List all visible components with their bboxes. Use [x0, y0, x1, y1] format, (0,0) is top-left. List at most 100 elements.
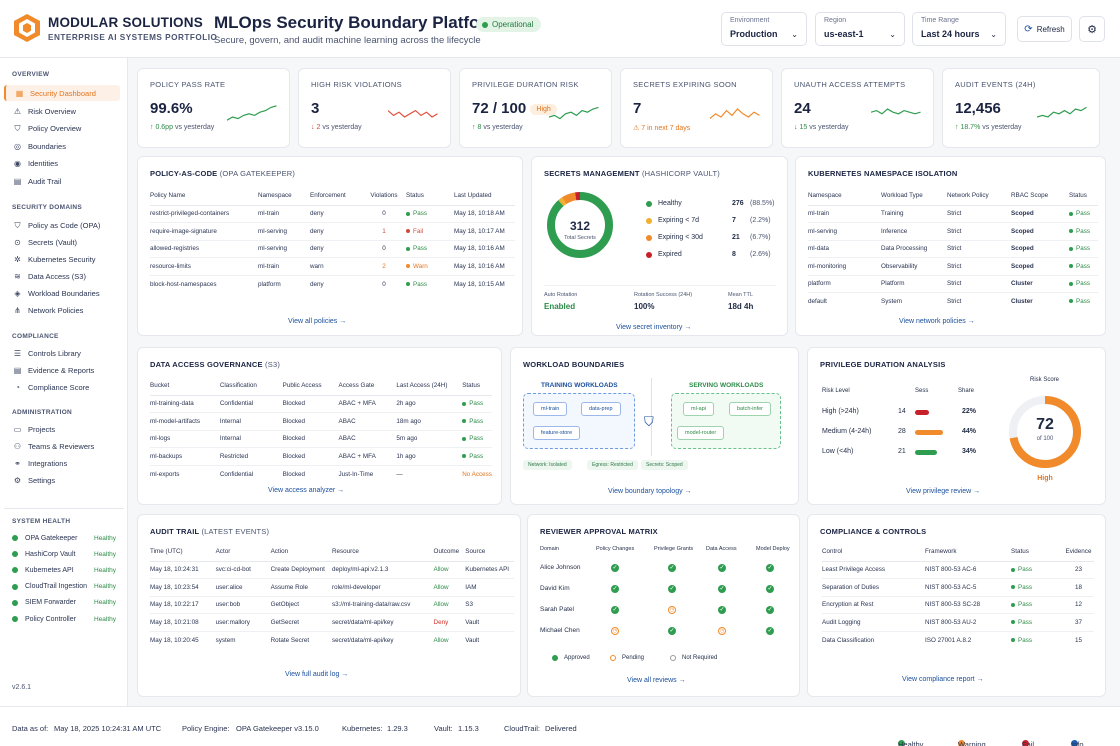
table-row[interactable]: ml-train Training Strict Scoped Pass	[808, 205, 1098, 223]
kpi-delta-text: vs yesterday	[982, 124, 1022, 131]
approved-icon[interactable]: ✓	[766, 564, 774, 572]
sidebar-item-integrations[interactable]: ⚭ Integrations	[4, 455, 120, 471]
sidebar-item-identities[interactable]: ◉ Identities	[4, 155, 120, 171]
approved-icon[interactable]: ✓	[611, 606, 619, 614]
sidebar-item-security-dashboard[interactable]: ▦ Security Dashboard	[4, 85, 120, 101]
sidebar-item-controls-library[interactable]: ☰ Controls Library	[4, 345, 120, 361]
approved-icon[interactable]: ✓	[611, 585, 619, 593]
table-cell: Confidential	[219, 470, 254, 478]
settings-button[interactable]: ⚙	[1079, 16, 1105, 42]
table-row[interactable]: ml-monitoring Observability Strict Scoped Pa…	[808, 257, 1098, 276]
sidebar-item-data-access[interactable]: ≋ Data Access (S3)	[4, 268, 120, 284]
table-cell: Strict	[947, 240, 1011, 258]
table-row[interactable]: May 18, 10:22:17 user:bob GetObject s3://ml…	[150, 596, 514, 614]
pending-icon[interactable]: ◷	[668, 606, 676, 614]
table-row[interactable]: Least Privilege Access NIST 800-53 AC-6 Pa…	[822, 561, 1094, 579]
table-row[interactable]: ml-logs Internal Blocked ABAC 5m ago Pass	[150, 430, 492, 448]
table-row[interactable]: ml-exports Confidential Blocked Just-In-Tim…	[150, 465, 492, 483]
sidebar-item-policy-overview[interactable]: ⛉ Policy Overview	[4, 120, 120, 136]
approved-icon[interactable]: ✓	[766, 585, 774, 593]
table-header: Namespace Workload Type Network Policy RBAC…	[808, 187, 1098, 206]
table-row[interactable]: May 18, 10:24:31 svc:ci-cd-bot Create Depl…	[150, 561, 514, 579]
table-cell: deny	[310, 222, 362, 241]
approved-icon[interactable]: ✓	[766, 627, 774, 635]
approved-icon[interactable]: ✓	[668, 585, 676, 593]
kpi-delta-arrow: ↑	[472, 124, 476, 131]
table-row[interactable]: ml-serving Inference Strict Scoped Pass	[808, 222, 1098, 241]
sidebar-item-policy-as-code[interactable]: ⛉ Policy as Code (OPA)	[4, 217, 120, 233]
approved-icon[interactable]: ✓	[718, 606, 726, 614]
table-row[interactable]: ml-training-data Confidential Blocked ABAC …	[150, 395, 492, 413]
table-cell: resource-limits	[150, 257, 258, 276]
status-dot	[406, 281, 410, 286]
sidebar-item-secrets[interactable]: ⊙ Secrets (Vault)	[4, 234, 120, 250]
table-row[interactable]: ml-model-artifacts Internal Blocked ABAC 18m…	[150, 412, 492, 431]
view-network-policies-link[interactable]: View network policies →	[899, 318, 975, 325]
pending-icon[interactable]: ◷	[718, 627, 726, 635]
sidebar-item-projects[interactable]: ▭ Projects	[4, 421, 120, 437]
view-privilege-review-link[interactable]: View privilege review →	[906, 488, 981, 495]
table-row[interactable]: ml-data Data Processing Strict Scoped Pass	[808, 240, 1098, 258]
status-dot	[1069, 281, 1073, 286]
pending-icon[interactable]: ◷	[611, 627, 619, 635]
table-row[interactable]: Data Classification ISO 27001 A.8.2 Pass 15	[822, 631, 1094, 649]
sidebar-item-teams-reviewers[interactable]: ⚇ Teams & Reviewers	[4, 438, 120, 454]
approved-icon[interactable]: ✓	[668, 564, 676, 572]
table-row[interactable]: default System Strict Cluster Pass	[808, 293, 1098, 311]
training-node[interactable]: data-prep	[581, 402, 621, 416]
table-row[interactable]: May 18, 10:23:54 user:alice Assume Role rol…	[150, 578, 514, 597]
table-cell: secret/data/ml-api/key	[331, 613, 434, 632]
table-row[interactable]: Separation of Duties NIST 800-53 AC-5 Pass…	[822, 578, 1094, 597]
column-header: Status	[462, 377, 492, 396]
region-select[interactable]: Region us-east-1 ⌄	[815, 12, 905, 46]
sidebar-item-boundaries[interactable]: ◎ Boundaries	[4, 138, 120, 154]
column-header: Namespace	[258, 187, 310, 206]
sidebar-item-workload-boundaries[interactable]: ◈ Workload Boundaries	[4, 285, 120, 301]
view-full-audit-log-link[interactable]: View full audit log →	[285, 671, 349, 678]
table-row[interactable]: platform Platform Strict Cluster Pass	[808, 275, 1098, 293]
training-node[interactable]: ml-train	[533, 402, 568, 416]
serving-node[interactable]: ml-api	[683, 402, 714, 416]
sidebar-item-network-policies[interactable]: ⋔ Network Policies	[4, 302, 120, 318]
view-boundary-topology-link[interactable]: View boundary topology →	[608, 488, 692, 495]
table-cell: IAM	[465, 578, 514, 597]
view-compliance-report-link[interactable]: View compliance report →	[902, 676, 984, 683]
sidebar-item-audit-trail[interactable]: ▤ Audit Trail	[4, 173, 120, 189]
serving-node[interactable]: batch-infer	[729, 402, 771, 416]
engine-value: OPA Gatekeeper v3.15.0	[236, 724, 319, 733]
training-node[interactable]: feature-store	[533, 426, 581, 440]
table-row[interactable]: Audit Logging NIST 800-53 AU-2 Pass 37	[822, 613, 1094, 632]
table-row[interactable]: block-host-namespaces platform deny 0 Pass Ma…	[150, 275, 515, 293]
table-row[interactable]: allowed-registries ml-serving deny 0 Pass May…	[150, 240, 515, 258]
table-row[interactable]: restrict-privileged-containers ml-train de…	[150, 205, 515, 223]
table-row[interactable]: resource-limits ml-train warn 2 Warn May 18, …	[150, 257, 515, 276]
table-cell: May 18, 10:23:54	[150, 578, 216, 597]
sidebar-item-compliance-score[interactable]: ◔ Compliance Score	[4, 379, 120, 395]
approved-icon[interactable]: ✓	[718, 585, 726, 593]
serving-node[interactable]: model-router	[677, 426, 725, 440]
table-cell: warn	[310, 257, 362, 276]
approved-icon[interactable]: ✓	[668, 627, 676, 635]
view-all-policies-link[interactable]: View all policies →	[288, 318, 347, 325]
view-all-reviews-link[interactable]: View all reviews →	[627, 677, 686, 684]
approved-icon[interactable]: ✓	[718, 564, 726, 572]
sidebar-item-risk-overview[interactable]: ⚠ Risk Overview	[4, 103, 120, 119]
time-range-select[interactable]: Time Range Last 24 hours ⌄	[912, 12, 1006, 46]
view-access-analyzer-link[interactable]: View access analyzer →	[268, 487, 345, 494]
sidebar-item-kubernetes-security[interactable]: ✲ Kubernetes Security	[4, 251, 120, 267]
approved-icon[interactable]: ✓	[611, 564, 619, 572]
table-cell: Rotate Secret	[270, 636, 310, 644]
table-row[interactable]: Encryption at Rest NIST 800-53 SC-28 Pass 1…	[822, 596, 1094, 614]
table-row[interactable]: May 18, 10:21:08 user:mallory GetSecret sec…	[150, 613, 514, 632]
approved-icon[interactable]: ✓	[766, 606, 774, 614]
refresh-button[interactable]: ⟳ Refresh	[1017, 16, 1072, 42]
sidebar-item-evidence-reports[interactable]: ▤ Evidence & Reports	[4, 362, 120, 378]
table-row[interactable]: ml-backups Restricted Blocked ABAC + MFA 1h …	[150, 447, 492, 466]
view-secret-inventory-link[interactable]: View secret inventory →	[616, 324, 692, 331]
environment-select[interactable]: Environment Production ⌄	[721, 12, 807, 46]
table-cell: S3	[465, 596, 514, 614]
sidebar-item-settings[interactable]: ⚙ Settings	[4, 472, 120, 488]
table-row[interactable]: May 18, 10:20:45 system Rotate Secret secre…	[150, 631, 514, 649]
table-row[interactable]: require-image-signature ml-serving deny 1 Fa…	[150, 222, 515, 241]
status-text: Pass	[1018, 566, 1032, 574]
